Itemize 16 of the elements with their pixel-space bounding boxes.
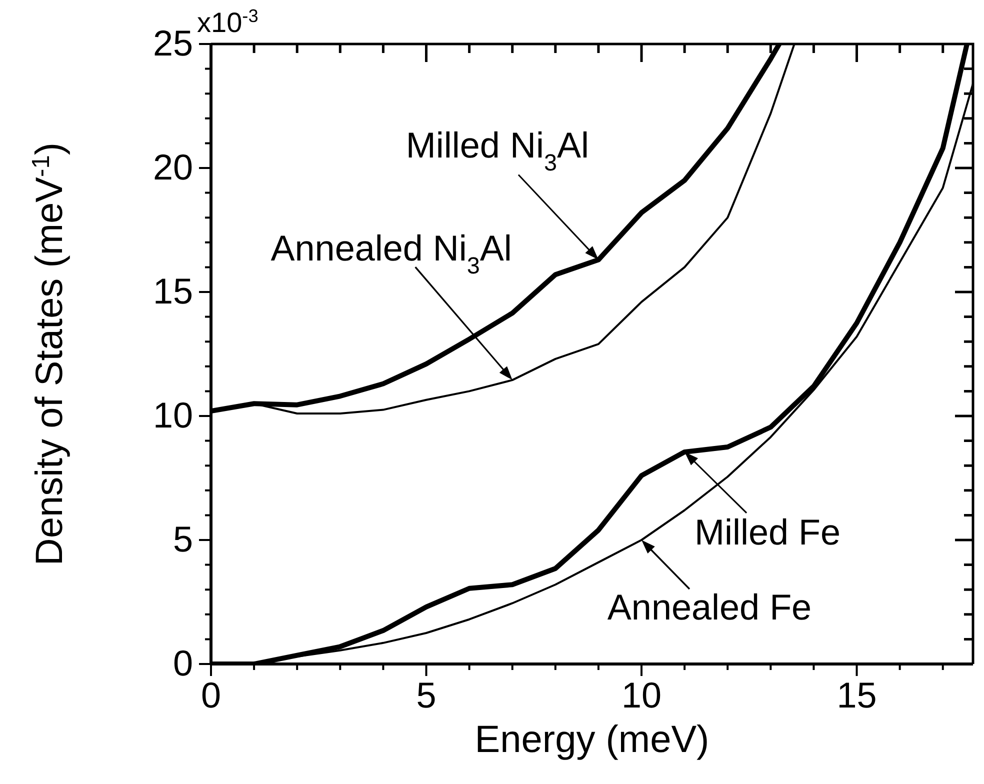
y-tick-label: 10 [152, 394, 193, 436]
x-tick-label: 0 [200, 674, 222, 716]
y-tick-label: 0 [172, 642, 193, 684]
annotation: Milled Ni$_{3}$Al [406, 124, 589, 176]
y-tick-label: 5 [172, 518, 193, 560]
y-tick-label: 20 [152, 146, 193, 188]
annotation: Annealed Fe [607, 586, 812, 628]
y-tick-label: 25 [152, 22, 193, 64]
y-tick-label: 15 [152, 270, 193, 312]
x-axis-title: Energy (meV) [474, 719, 710, 761]
x-tick-label: 10 [621, 674, 662, 716]
text: x10$^{-3}$ [197, 6, 258, 38]
x-tick-label: 15 [836, 674, 877, 716]
annotation: Milled Fe [694, 512, 841, 553]
annotation: Annealed Ni$_{3}$Al [270, 228, 512, 279]
x-tick-label: 5 [416, 674, 436, 716]
